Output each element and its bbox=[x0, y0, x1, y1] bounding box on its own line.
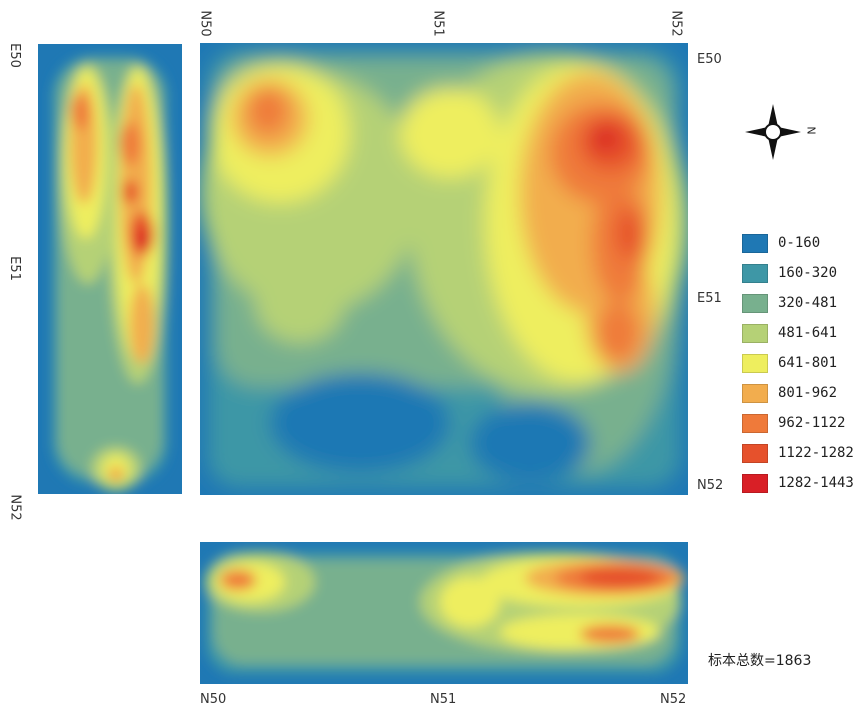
legend-label: 801-962 bbox=[778, 385, 838, 401]
specimen-total-label: 标本总数=1863 bbox=[708, 653, 812, 669]
bottom-axis-label-1: N50 bbox=[200, 692, 227, 707]
bottom-axis-label-2: N51 bbox=[430, 692, 457, 707]
right-axis-label-2: E51 bbox=[697, 291, 722, 306]
left-density-panel bbox=[38, 44, 182, 494]
bottom-axis-label-3: N52 bbox=[660, 692, 687, 707]
legend-item: 1122-1282 bbox=[742, 438, 854, 468]
left-axis-label-1: E50 bbox=[6, 43, 22, 68]
legend-swatch bbox=[742, 383, 768, 403]
legend-swatch bbox=[742, 293, 768, 313]
legend-item: 1282-1443 bbox=[742, 468, 854, 498]
legend-item: 481-641 bbox=[742, 318, 854, 348]
compass-rose-icon bbox=[745, 104, 801, 160]
legend-swatch bbox=[742, 443, 768, 463]
legend-swatch bbox=[742, 323, 768, 343]
legend-item: 801-962 bbox=[742, 378, 854, 408]
legend-swatch bbox=[742, 413, 768, 433]
main-density-panel bbox=[200, 43, 688, 495]
legend-label: 962-1122 bbox=[778, 415, 846, 431]
top-axis-label-3: N52 bbox=[668, 10, 684, 37]
legend: 0-160 160-320 320-481 481-641 641-801 801-962… bbox=[742, 228, 854, 498]
legend-label: 641-801 bbox=[778, 355, 838, 371]
compass-north-label: N bbox=[804, 126, 818, 135]
legend-swatch bbox=[742, 353, 768, 373]
legend-item: 320-481 bbox=[742, 288, 854, 318]
legend-swatch bbox=[742, 233, 768, 253]
left-axis-label-2: E51 bbox=[6, 256, 22, 281]
left-axis-label-3: N52 bbox=[7, 494, 23, 521]
legend-item: 0-160 bbox=[742, 228, 854, 258]
legend-item: 160-320 bbox=[742, 258, 854, 288]
legend-swatch bbox=[742, 473, 768, 493]
legend-swatch bbox=[742, 263, 768, 283]
legend-item: 641-801 bbox=[742, 348, 854, 378]
legend-label: 1282-1443 bbox=[778, 475, 854, 491]
legend-label: 160-320 bbox=[778, 265, 838, 281]
top-axis-label-1: N50 bbox=[197, 10, 213, 37]
legend-item: 962-1122 bbox=[742, 408, 854, 438]
right-axis-label-3: N52 bbox=[697, 478, 724, 493]
legend-label: 0-160 bbox=[778, 235, 821, 251]
bottom-density-panel bbox=[200, 542, 688, 684]
legend-label: 481-641 bbox=[778, 325, 838, 341]
right-axis-label-1: E50 bbox=[697, 52, 722, 67]
top-axis-label-2: N51 bbox=[430, 10, 446, 37]
legend-label: 320-481 bbox=[778, 295, 838, 311]
legend-label: 1122-1282 bbox=[778, 445, 854, 461]
